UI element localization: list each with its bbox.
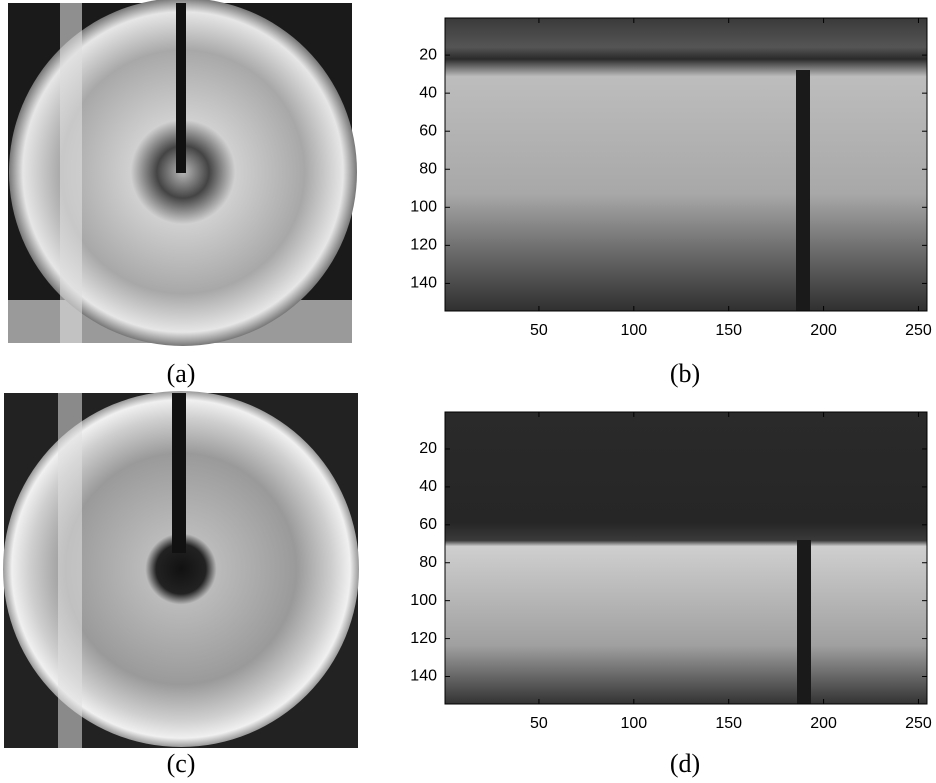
y-tick-label: 80 xyxy=(419,160,437,177)
y-tick-label: 120 xyxy=(410,630,437,647)
y-tick-label: 20 xyxy=(419,440,437,457)
x-tick-label: 200 xyxy=(810,322,837,339)
y-tick-label: 60 xyxy=(419,516,437,533)
y-tick-label: 140 xyxy=(410,275,437,292)
pole-d xyxy=(797,540,811,704)
x-tick-label: 250 xyxy=(905,322,932,339)
image-c xyxy=(3,391,359,748)
y-tick-label: 100 xyxy=(410,592,437,609)
x-tick-label: 100 xyxy=(620,715,647,732)
x-tick-label: 50 xyxy=(530,322,548,339)
image-b xyxy=(445,18,927,311)
x-tick-label: 250 xyxy=(905,715,932,732)
image-d xyxy=(445,412,927,704)
y-tick-label: 120 xyxy=(410,237,437,254)
x-tick-label: 50 xyxy=(530,715,548,732)
y-tick-label: 40 xyxy=(419,84,437,101)
caption: (a) xyxy=(167,359,196,388)
x-tick-label: 150 xyxy=(715,322,742,339)
y-tick-label: 100 xyxy=(410,199,437,216)
image-a xyxy=(8,0,357,346)
y-tick-label: 140 xyxy=(410,668,437,685)
pole-b xyxy=(796,70,810,311)
caption: (d) xyxy=(670,749,700,778)
caption: (c) xyxy=(167,749,196,778)
y-tick-label: 80 xyxy=(419,554,437,571)
y-tick-label: 40 xyxy=(419,478,437,495)
x-tick-label: 150 xyxy=(715,715,742,732)
x-tick-label: 200 xyxy=(810,715,837,732)
y-tick-label: 20 xyxy=(419,46,437,63)
figure: (a) (b) 50 100 150 200 250 20 40 60 80 100 120 140 (c)… xyxy=(0,0,936,783)
y-tick-label: 60 xyxy=(419,122,437,139)
caption: (b) xyxy=(670,359,700,388)
x-tick-label: 100 xyxy=(620,322,647,339)
